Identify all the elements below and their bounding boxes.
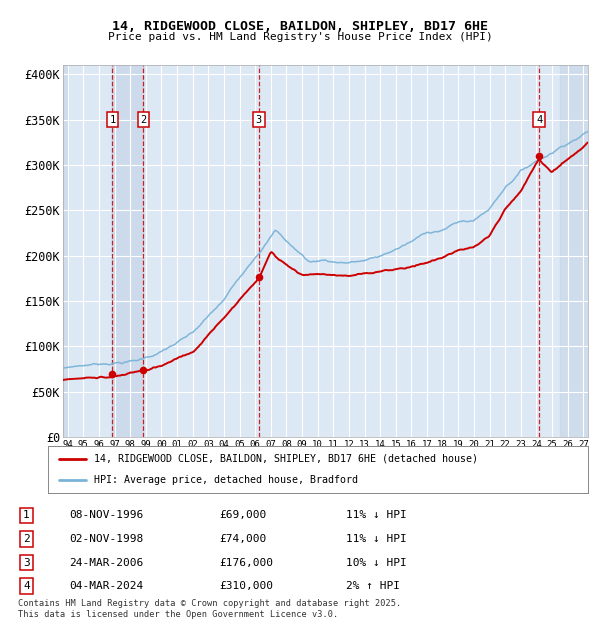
- Text: £176,000: £176,000: [220, 557, 274, 567]
- Text: 4: 4: [536, 115, 542, 125]
- Text: 10% ↓ HPI: 10% ↓ HPI: [346, 557, 407, 567]
- Text: Contains HM Land Registry data © Crown copyright and database right 2025.
This d: Contains HM Land Registry data © Crown c…: [18, 600, 401, 619]
- Text: 11% ↓ HPI: 11% ↓ HPI: [346, 534, 407, 544]
- Bar: [560, 65, 588, 437]
- Text: 3: 3: [23, 557, 30, 567]
- Bar: [63, 65, 68, 437]
- Text: 24-MAR-2006: 24-MAR-2006: [70, 557, 144, 567]
- Text: 14, RIDGEWOOD CLOSE, BAILDON, SHIPLEY, BD17 6HE (detached house): 14, RIDGEWOOD CLOSE, BAILDON, SHIPLEY, B…: [94, 454, 478, 464]
- Text: HPI: Average price, detached house, Bradford: HPI: Average price, detached house, Brad…: [94, 476, 358, 485]
- Text: 14, RIDGEWOOD CLOSE, BAILDON, SHIPLEY, BD17 6HE: 14, RIDGEWOOD CLOSE, BAILDON, SHIPLEY, B…: [112, 20, 488, 33]
- Text: 3: 3: [256, 115, 262, 125]
- Text: 2: 2: [23, 534, 30, 544]
- Text: 4: 4: [23, 581, 30, 591]
- Text: 11% ↓ HPI: 11% ↓ HPI: [346, 510, 407, 520]
- Bar: [112, 65, 143, 437]
- Text: 04-MAR-2024: 04-MAR-2024: [70, 581, 144, 591]
- Text: £74,000: £74,000: [220, 534, 266, 544]
- Text: 2% ↑ HPI: 2% ↑ HPI: [346, 581, 400, 591]
- Text: 1: 1: [109, 115, 115, 125]
- Text: 02-NOV-1998: 02-NOV-1998: [70, 534, 144, 544]
- Text: £69,000: £69,000: [220, 510, 266, 520]
- Text: 1: 1: [23, 510, 30, 520]
- Text: £310,000: £310,000: [220, 581, 274, 591]
- Text: 08-NOV-1996: 08-NOV-1996: [70, 510, 144, 520]
- Text: 2: 2: [140, 115, 146, 125]
- Text: Price paid vs. HM Land Registry's House Price Index (HPI): Price paid vs. HM Land Registry's House …: [107, 32, 493, 42]
